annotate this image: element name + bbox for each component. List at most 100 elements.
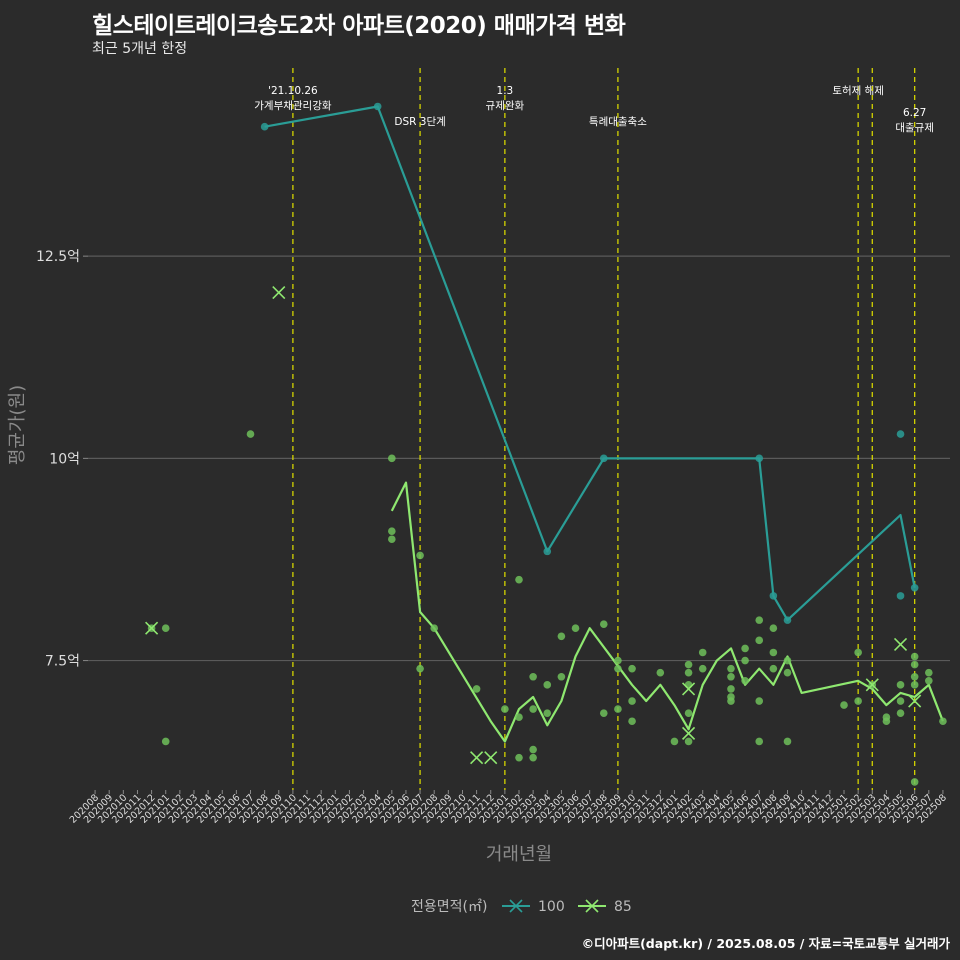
data-point-85	[571, 624, 580, 633]
data-point-85	[529, 705, 537, 713]
policy-event-label: 1.3	[497, 85, 514, 97]
policy-event-label: 토허제 해제	[832, 84, 884, 97]
data-point-85	[388, 527, 396, 535]
data-point-85	[684, 681, 693, 689]
data-point-85	[684, 737, 693, 746]
data-point-85	[925, 677, 933, 685]
data-point-85	[416, 664, 424, 673]
data-point-100	[769, 592, 778, 600]
data-point-85	[628, 697, 636, 705]
policy-event-label: 특례대출축소	[589, 116, 647, 128]
data-point-85	[840, 701, 848, 709]
chart-title: 힐스테이트레이크송도2차 아파트(2020) 매매가격 변화	[92, 13, 626, 39]
data-point-100	[599, 454, 608, 463]
data-point-85	[896, 681, 905, 689]
cancelled-stroke	[682, 726, 696, 740]
data-point-85	[910, 652, 919, 661]
data-point-85	[656, 668, 665, 677]
cancelled-mark-85	[865, 678, 879, 692]
data-point-85	[910, 660, 919, 669]
data-point-85	[783, 737, 792, 746]
data-point-85	[741, 677, 749, 685]
data-point-85	[755, 737, 764, 746]
cancelled-mark-85	[908, 694, 922, 708]
data-point-85	[684, 660, 693, 669]
data-point-85	[515, 713, 523, 721]
data-point-85	[910, 672, 919, 681]
policy-event-label: '21.10.26	[268, 85, 318, 97]
data-point-85	[854, 697, 862, 705]
data-point-85	[896, 697, 905, 705]
data-point-85	[628, 664, 636, 673]
legend-cross	[509, 899, 523, 913]
data-point-85	[515, 753, 523, 762]
chart-subtitle: 최근 5개년 한정	[92, 41, 188, 57]
cancelled-mark-85	[145, 621, 159, 635]
data-point-85	[755, 616, 764, 624]
data-point-85	[882, 717, 891, 726]
data-point-85	[670, 737, 679, 746]
data-point-85	[769, 624, 778, 633]
data-point-100	[783, 616, 792, 624]
cancelled-mark-85	[682, 726, 696, 740]
data-point-85	[854, 648, 862, 657]
legend-item-85: 85	[578, 899, 632, 915]
data-point-85	[698, 648, 707, 657]
cancelled-stroke	[470, 751, 484, 765]
y-tick-label: 7.5억	[45, 654, 80, 670]
data-point-85	[599, 620, 608, 628]
data-point-100	[373, 102, 382, 111]
data-point-85	[896, 709, 905, 717]
data-point-85	[910, 681, 919, 689]
data-point-85	[925, 668, 933, 677]
data-point-85	[388, 535, 396, 544]
policy-event-label: 6.27	[903, 107, 926, 119]
data-point-85	[755, 636, 764, 645]
data-point-85	[543, 709, 552, 717]
cancelled-stroke	[908, 694, 922, 708]
data-point-85	[515, 575, 523, 584]
policy-event-label: DSR 3단계	[394, 116, 445, 128]
cancelled-stroke	[893, 637, 908, 651]
y-axis-title: 평균가(원)	[7, 385, 28, 465]
data-point-85	[529, 672, 537, 681]
data-point-85	[161, 624, 170, 633]
data-point-100	[543, 547, 552, 556]
policy-event-label: 규제완화	[486, 99, 525, 112]
data-point-85	[628, 717, 636, 726]
data-point-100	[755, 454, 764, 463]
cancelled-stroke	[865, 678, 879, 692]
cancelled-mark-85	[682, 682, 696, 696]
legend-label: 100	[538, 899, 565, 915]
cancelled-mark-85	[272, 285, 286, 300]
data-point-85	[388, 454, 396, 463]
y-tick-label: 10억	[49, 451, 80, 467]
cancelled-stroke	[484, 751, 498, 765]
data-point-85	[727, 664, 735, 673]
legend-title: 전용면적(㎡)	[411, 899, 487, 915]
data-point-85	[246, 430, 255, 438]
data-point-85	[684, 668, 693, 677]
data-point-85	[501, 705, 509, 713]
data-point-85	[684, 709, 693, 717]
data-point-85	[783, 668, 792, 677]
data-point-85	[783, 656, 792, 665]
data-point-85	[161, 737, 170, 746]
data-point-100	[910, 583, 919, 592]
data-point-85	[698, 664, 707, 673]
data-point-100	[260, 122, 269, 131]
cancelled-mark-85	[893, 637, 908, 651]
data-point-85	[614, 705, 622, 713]
data-point-100	[896, 430, 905, 438]
data-point-85	[614, 664, 622, 673]
legend: 전용면적(㎡) 100 85	[411, 899, 632, 915]
data-point-85	[910, 778, 919, 786]
source-caption: ©디아파트(dapt.kr) / 2025.08.05 / 자료=국토교통부 실…	[581, 936, 950, 951]
data-point-85	[741, 644, 749, 653]
legend-item-100: 100	[502, 899, 565, 915]
y-tick-label: 12.5억	[36, 249, 80, 265]
data-point-85	[755, 697, 764, 705]
x-axis-title: 거래년월	[486, 844, 552, 865]
cancelled-stroke	[272, 285, 286, 300]
